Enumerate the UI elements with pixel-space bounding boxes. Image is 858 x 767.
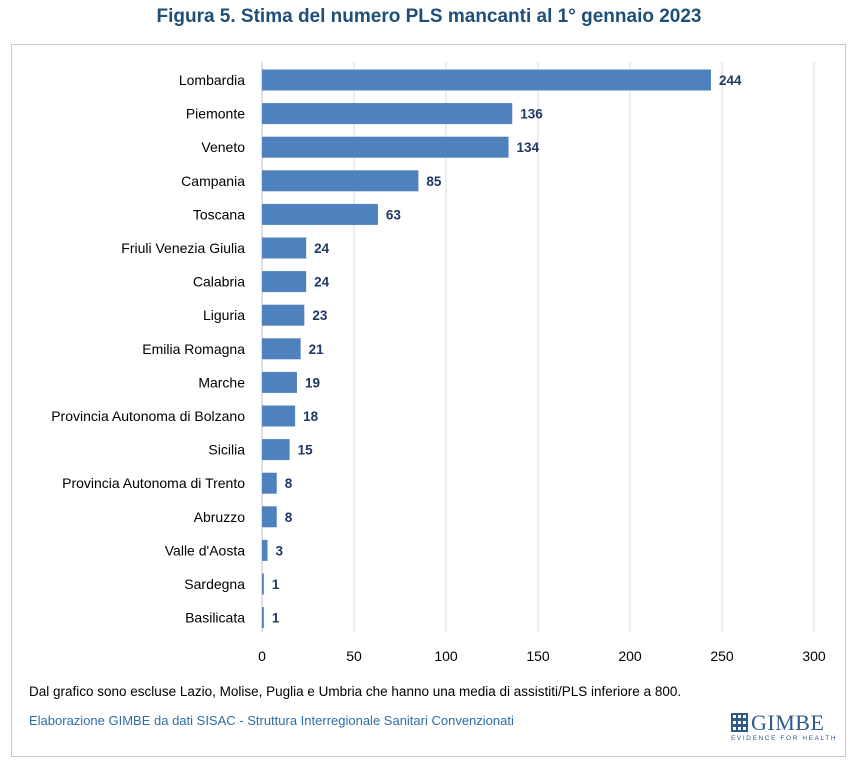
x-tick-label: 250 [710,648,734,664]
bar-1 [262,103,513,125]
data-label: 15 [298,443,314,458]
category-label: Sardegna [184,576,245,592]
category-label: Piemonte [186,106,245,122]
x-tick-label: 50 [346,648,362,664]
data-label: 8 [285,476,293,491]
data-label: 24 [314,275,330,290]
bar-11 [262,439,290,461]
bar-2 [262,136,509,158]
category-label: Provincia Autonoma di Bolzano [51,408,245,424]
data-label: 63 [386,207,402,222]
bar-7 [262,304,305,326]
chart-title: Figura 5. Stima del numero PLS mancanti … [156,6,702,27]
x-tick-label: 100 [434,648,458,664]
category-label: Calabria [193,274,245,290]
data-label: 85 [426,174,442,189]
bar-16 [262,607,264,629]
category-label: Campania [181,173,245,189]
data-label: 134 [517,140,540,155]
category-label: Valle d'Aosta [165,542,245,558]
data-label: 18 [303,409,319,424]
category-label: Veneto [201,139,245,155]
bar-8 [262,338,301,360]
category-label: Liguria [203,307,245,323]
x-tick-label: 150 [526,648,550,664]
bar-12 [262,472,277,494]
gimbe-logo: GIMBE EVIDENCE FOR HEALTH [731,710,838,745]
logo-wordmark: GIMBE [751,710,825,735]
bar-10 [262,405,296,427]
bar-6 [262,271,307,293]
category-label: Marche [198,374,245,390]
bar-3 [262,170,419,192]
data-label: 136 [520,107,543,122]
category-label: Toscana [193,206,245,222]
category-label: Friuli Venezia Giulia [121,240,245,256]
data-label: 3 [276,543,284,558]
category-label: Lombardia [179,72,245,88]
data-label: 8 [285,510,293,525]
data-label: 1 [272,577,280,592]
footnote: Dal grafico sono escluse Lazio, Molise, … [29,684,682,699]
bar-4 [262,203,378,225]
chart-frame [11,44,846,757]
bar-0 [262,69,711,91]
data-label: 19 [305,375,320,390]
x-tick-label: 300 [802,648,826,664]
category-label: Abruzzo [194,509,246,525]
bar-13 [262,506,277,528]
x-tick-label: 200 [618,648,642,664]
bars [262,69,711,629]
category-label: Provincia Autonoma di Trento [62,475,245,491]
data-label: 1 [272,611,280,626]
bar-15 [262,573,264,595]
data-label: 23 [312,308,328,323]
bar-9 [262,371,297,393]
x-tick-label: 0 [258,648,266,664]
category-label: Emilia Romagna [142,341,245,357]
gimbe-grid-icon [731,713,748,732]
bar-14 [262,539,268,561]
data-label: 24 [314,241,330,256]
data-label: 21 [309,342,325,357]
data-label: 244 [719,73,742,88]
bar-5 [262,237,307,259]
source-credit: Elaborazione GIMBE da dati SISAC - Strut… [29,713,514,728]
logo-tagline: EVIDENCE FOR HEALTH [731,735,838,742]
category-label: Sicilia [208,442,245,458]
category-label: Basilicata [185,610,245,626]
